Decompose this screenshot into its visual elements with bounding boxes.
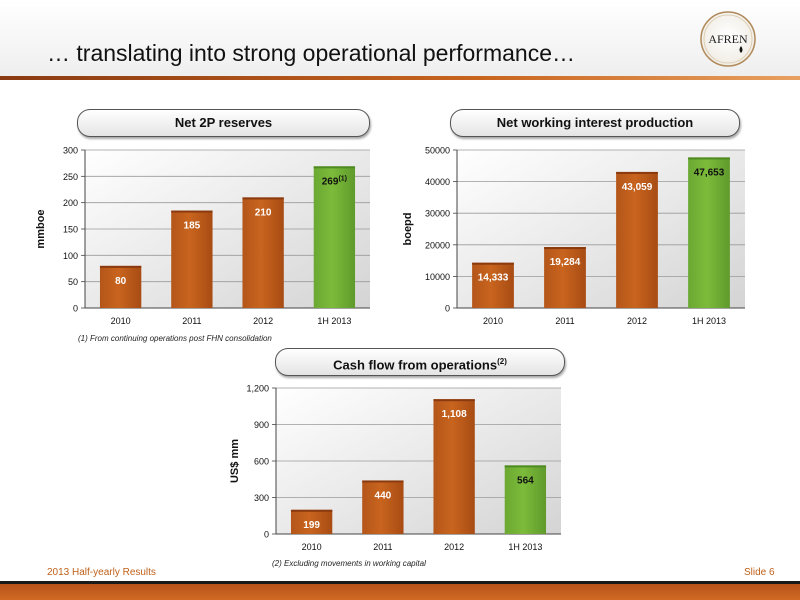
footer-band [0, 581, 800, 600]
bar-2010 [99, 265, 142, 308]
y-tick-label: 40000 [425, 177, 450, 187]
x-tick-label: 1H 2013 [317, 316, 351, 326]
data-label: 199 [303, 520, 320, 531]
y-tick-label: 600 [254, 457, 269, 467]
x-tick-label: 2012 [444, 542, 464, 552]
pill-production-label: Net working interest production [496, 115, 694, 130]
y-tick-label: 300 [254, 493, 269, 503]
y-tick-label: 50 [68, 277, 78, 287]
x-tick-label: 2011 [182, 316, 201, 326]
pill-reserves-label: Net 2P reserves [174, 115, 273, 130]
x-tick-label: 2012 [627, 316, 647, 326]
footer-slide-number: Slide 6 [744, 567, 775, 578]
y-tick-label: 900 [254, 420, 269, 430]
data-label: 1,108 [442, 409, 467, 420]
bar-2010 [472, 262, 514, 308]
bar-top-edge [472, 262, 514, 265]
bar-top-edge [290, 509, 333, 512]
bar-2011 [544, 247, 586, 308]
bar-2011 [362, 480, 404, 534]
pill-cashflow-sup: (2) [497, 357, 507, 366]
bar-top-edge [616, 171, 658, 174]
bar-1h-2013 [313, 166, 356, 308]
data-label: 14,333 [478, 273, 509, 284]
bar-top-edge [688, 157, 730, 160]
production-chart: 0 10000 20000 30000 40000 50000 boepd 14,333 201… [402, 146, 745, 326]
y-tick-label: 20000 [425, 240, 450, 250]
pill-reserves: Net 2P reserves [77, 109, 370, 137]
x-tick-label: 2012 [253, 316, 273, 326]
afren-logo: AFREN [700, 11, 756, 67]
bar-2010 [290, 509, 333, 534]
bar-2012 [242, 197, 284, 308]
y-tick-label: 0 [73, 304, 78, 314]
bar-top-edge [99, 265, 142, 268]
bar-1h-2013 [688, 157, 730, 308]
x-tick-label: 2010 [483, 316, 503, 326]
cashflow-chart: 0 300 600 900 1,200 US$ mm 199 2010 440 2011 1,108… [229, 384, 561, 552]
bar-top-edge [362, 480, 404, 483]
y-tick-label: 30000 [425, 209, 450, 219]
x-tick-label: 2011 [555, 316, 574, 326]
header-divider [0, 76, 800, 80]
y-tick-label: 1,200 [246, 384, 269, 394]
data-label: 440 [375, 490, 392, 501]
x-tick-label: 1H 2013 [508, 542, 542, 552]
bar-top-edge [433, 399, 475, 402]
x-tick-label: 2011 [373, 542, 392, 552]
pill-cashflow-label: Cash flow from operations [333, 357, 498, 373]
x-tick-label: 2010 [111, 316, 131, 326]
y-tick-label: 150 [63, 225, 78, 235]
y-tick-label: 200 [63, 198, 78, 208]
y-tick-label: 100 [63, 251, 78, 261]
logo-text: AFREN [708, 32, 748, 46]
y-tick-label: 0 [445, 304, 450, 314]
x-tick-label: 2010 [302, 542, 322, 552]
y-tick-label: 250 [63, 172, 78, 182]
y-axis-label: US$ mm [229, 439, 241, 483]
bar-top-edge [504, 465, 547, 468]
header-band [0, 0, 800, 78]
y-tick-label: 10000 [425, 272, 450, 282]
footnote-reserves: (1) From continuing operations post FHN … [78, 334, 272, 343]
reserves-chart: 0 50 100 150 200 250 300 mmboe 80 2010 185 2011 210 2… [35, 146, 370, 326]
page-title: … translating into strong operational pe… [47, 40, 576, 66]
pill-production: Net working interest production [450, 109, 740, 137]
y-axis-label: boepd [402, 213, 414, 246]
data-label: 80 [115, 276, 127, 287]
bar-top-edge [171, 210, 213, 213]
footnote-cashflow: (2) Excluding movements in working capit… [272, 559, 426, 568]
bar-2011 [171, 210, 213, 308]
data-label: 210 [255, 207, 272, 218]
pill-cashflow: Cash flow from operations(2) [275, 348, 565, 376]
bar-top-edge [544, 247, 586, 250]
y-axis-label: mmboe [35, 209, 47, 248]
data-label: 47,653 [694, 167, 725, 178]
bar-2012 [433, 399, 475, 534]
bar-1h-2013 [504, 465, 547, 534]
x-tick-label: 1H 2013 [692, 316, 726, 326]
y-tick-label: 0 [264, 530, 269, 540]
data-label: 43,059 [622, 182, 653, 193]
footer-presentation-title: 2013 Half-yearly Results [47, 567, 156, 578]
data-label: 564 [517, 475, 534, 486]
data-label-superscript: (1) [338, 175, 347, 182]
y-tick-label: 50000 [425, 146, 450, 156]
bar-top-edge [242, 197, 284, 200]
y-tick-label: 300 [63, 146, 78, 156]
bar-top-edge [313, 166, 356, 169]
data-label: 185 [184, 221, 201, 232]
bar-2012 [616, 171, 658, 308]
data-label: 19,284 [550, 257, 581, 268]
